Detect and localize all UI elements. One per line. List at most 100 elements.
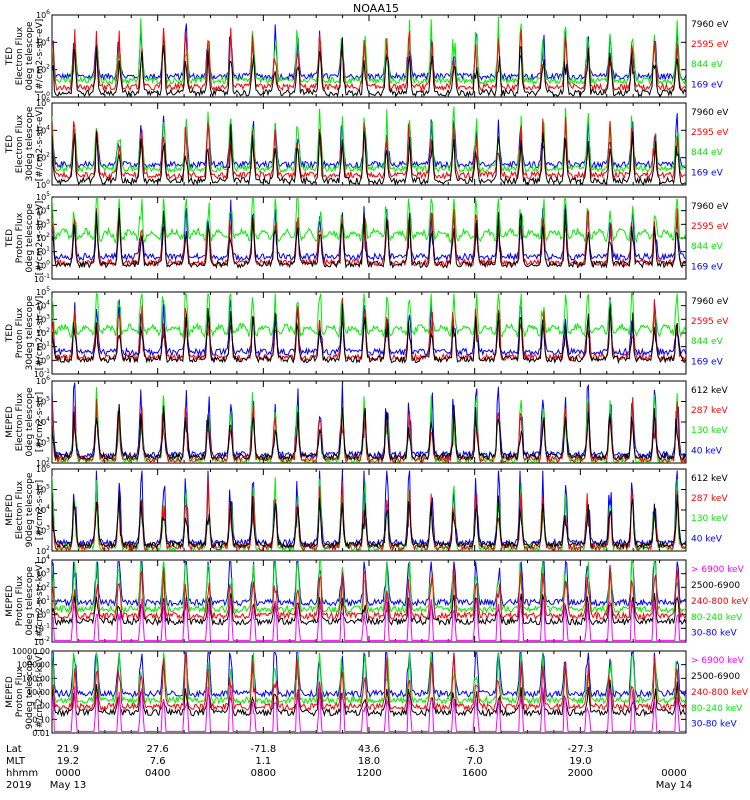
ytick-label: 100 bbox=[36, 179, 50, 190]
ylabel-line: MEPED bbox=[5, 676, 15, 708]
xtick-mlt: 19.2 bbox=[57, 756, 79, 767]
ylabel-line: TED bbox=[5, 135, 15, 154]
series-line-844-eV bbox=[52, 292, 686, 339]
ylabel-line: [#/cm2-s-str-keV] bbox=[35, 652, 45, 731]
ylabel-line: 0deg telescope bbox=[25, 21, 35, 91]
legend-7960-eV: 7960 eV bbox=[691, 108, 729, 118]
ylabel: TEDElectron Flux0deg telescope[#/cm2-s-s… bbox=[5, 19, 45, 94]
legend-612-keV: 612 keV bbox=[691, 474, 728, 484]
series-traces bbox=[52, 470, 686, 551]
xrow-label-hhmm: hhmm bbox=[6, 768, 38, 779]
xtick-hhmm: 1600 bbox=[462, 768, 487, 779]
series-line-30-80-keV bbox=[52, 652, 686, 699]
ylabel-line: [#/cm2-s-str] bbox=[35, 392, 45, 452]
ylabel: TEDProton Flux30deg telescope[#/cm2-s-st… bbox=[5, 295, 45, 370]
legend-844-eV: 844 eV bbox=[691, 242, 724, 252]
legend-40-keV: 40 keV bbox=[691, 534, 723, 544]
legend-169-eV: 169 eV bbox=[691, 357, 724, 367]
xtick-hhmm: 0400 bbox=[145, 768, 170, 779]
ytick-label: 10-1 bbox=[34, 273, 50, 284]
ytick-label: 10-2 bbox=[34, 636, 50, 647]
xtick-mlt: 1.1 bbox=[255, 756, 271, 767]
ytick-label: 102 bbox=[36, 64, 50, 75]
ytick-label: 0.01 bbox=[32, 729, 50, 738]
legend-169-eV: 169 eV bbox=[691, 80, 724, 90]
legend-7960-eV: 7960 eV bbox=[691, 20, 729, 30]
legend-40-keV: 40 keV bbox=[691, 446, 723, 456]
series-line-169-eV bbox=[52, 23, 686, 82]
legend-2595-eV: 2595 eV bbox=[691, 128, 729, 138]
series-line-169-eV bbox=[52, 199, 686, 263]
xtick-lat: -6.3 bbox=[465, 744, 485, 755]
ytick-label: 103 bbox=[36, 568, 50, 579]
ytick-label: 101 bbox=[36, 595, 50, 606]
series-line-169-eV bbox=[52, 297, 686, 357]
ytick-label: 103 bbox=[36, 313, 50, 324]
ylabel-line: MEPED bbox=[5, 406, 15, 438]
ylabel-line: 0deg telescope bbox=[25, 566, 35, 636]
ytick-label: 102 bbox=[36, 545, 50, 556]
series-line-844-eV bbox=[52, 106, 686, 174]
ytick-label: 104 bbox=[36, 504, 50, 515]
legend-844-eV: 844 eV bbox=[691, 148, 724, 158]
series-line-80-240-keV bbox=[52, 560, 686, 615]
legend-287-keV: 287 keV bbox=[691, 406, 728, 416]
legend-80-240-keV: 80-240 keV bbox=[691, 613, 743, 623]
ylabel: MEPEDElectron Flux90deg telescope[#/cm2-… bbox=[5, 472, 45, 547]
xtick-lat: 27.6 bbox=[147, 744, 169, 755]
series-line-169-eV bbox=[52, 113, 686, 170]
ylabel-line: Proton Flux bbox=[15, 666, 25, 717]
ylabel-line: 30deg telescope bbox=[25, 106, 35, 181]
ytick-label: 104 bbox=[36, 300, 50, 311]
ytick-label: 105 bbox=[36, 396, 50, 407]
legend-240-800-keV: 240-800 keV bbox=[691, 688, 749, 698]
ytick-label: 100 bbox=[36, 354, 50, 365]
xrow-label-year: 2019 bbox=[6, 780, 31, 791]
legend-169-eV: 169 eV bbox=[691, 168, 724, 178]
series-traces bbox=[52, 560, 686, 641]
ytick-label: 103 bbox=[36, 218, 50, 229]
legend-169-eV: 169 eV bbox=[691, 262, 724, 272]
legend-130-keV: 130 keV bbox=[691, 514, 728, 524]
ytick-label: 10000.00 bbox=[12, 647, 50, 656]
series-line-2595-eV bbox=[52, 297, 686, 363]
series-line-2500-6900 bbox=[52, 679, 686, 718]
ytick-label: 100 bbox=[36, 91, 50, 102]
ytick-label: 103 bbox=[36, 525, 50, 536]
legend-130-keV: 130 keV bbox=[691, 426, 728, 436]
series-line-240-800-keV bbox=[52, 653, 686, 712]
legend-240-800-keV: 240-800 keV bbox=[691, 597, 749, 607]
ylabel-line: 90deg telescope bbox=[25, 654, 35, 729]
xtick-hhmm: 0800 bbox=[251, 768, 276, 779]
ylabel: MEPEDProton Flux90deg telescope[#/cm2-s-… bbox=[5, 652, 45, 731]
ylabel-line: [#/cm2-s-str-keV] bbox=[35, 561, 45, 640]
ylabel-line: 90deg telescope bbox=[25, 472, 35, 547]
xtick-mlt: 18.0 bbox=[358, 756, 380, 767]
series-line-7960-eV bbox=[52, 124, 686, 185]
legend-7960-eV: 7960 eV bbox=[691, 202, 729, 212]
xtick-lat: 43.6 bbox=[358, 744, 380, 755]
legend--6900-keV: > 6900 keV bbox=[691, 656, 745, 666]
series-line-7960-eV bbox=[52, 37, 686, 97]
ytick-label: 102 bbox=[36, 152, 50, 163]
chart-title: NOAA15 bbox=[353, 2, 399, 15]
legend-2500-6900: 2500-6900 bbox=[691, 581, 740, 591]
ytick-label: 0.10 bbox=[32, 715, 50, 724]
ytick-label: 1000.00 bbox=[17, 661, 50, 670]
ylabel-line: Electron Flux bbox=[15, 26, 25, 85]
legend-2595-eV: 2595 eV bbox=[691, 40, 729, 50]
xrow-label-mlt: MLT bbox=[6, 756, 26, 767]
ylabel-line: Electron Flux bbox=[15, 480, 25, 539]
ylabel-line: Electron Flux bbox=[15, 392, 25, 451]
series-line-2500-6900 bbox=[52, 592, 686, 627]
series-traces bbox=[52, 106, 686, 185]
legend-612-keV: 612 keV bbox=[691, 386, 728, 396]
